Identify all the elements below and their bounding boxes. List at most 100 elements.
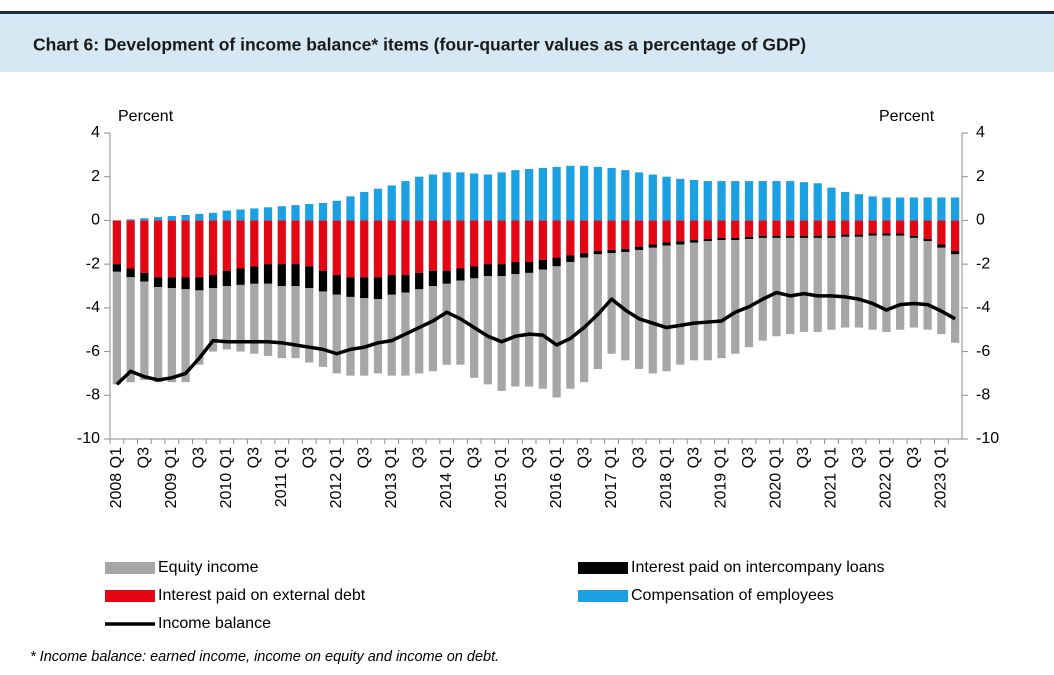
bar-segment	[126, 268, 135, 278]
bar-segment	[511, 170, 520, 221]
bar-segment	[126, 220, 135, 269]
bar-segment	[263, 283, 273, 356]
y-tick-label: -6	[86, 343, 100, 360]
bar-segment	[882, 235, 891, 332]
bar-segment	[648, 220, 657, 245]
bar-segment	[854, 236, 864, 328]
legend-swatch	[578, 562, 628, 574]
x-tick-label: 2014 Q1	[438, 447, 455, 508]
bar-segment	[827, 187, 836, 221]
bar-segment	[277, 264, 286, 286]
bar-segment	[758, 181, 767, 221]
bar-segment	[799, 237, 809, 332]
y2-tick-label: 4	[976, 124, 985, 141]
bar-segment	[497, 172, 506, 221]
y-tick-label: -8	[86, 387, 100, 404]
bar-segment	[579, 165, 589, 221]
bar-segment	[291, 205, 300, 221]
bar-segment	[703, 181, 712, 221]
bar-segment	[112, 264, 121, 272]
bar-segment	[621, 252, 630, 361]
bar-segment	[525, 169, 534, 221]
bar-segment	[854, 194, 864, 221]
x-tick-label: 2020 Q1	[768, 447, 785, 508]
bar-segment	[854, 234, 864, 237]
bar-segment	[318, 270, 328, 292]
bar-segment	[291, 286, 300, 359]
bar-segment	[250, 266, 259, 284]
bar-segment	[153, 277, 163, 288]
bar-segment	[442, 283, 451, 365]
x-tick-label: 2017 Q1	[603, 447, 620, 508]
bar-segment	[250, 208, 259, 221]
bar-segment	[951, 251, 960, 255]
bar-segment	[208, 288, 218, 352]
x-tick-label: 2010 Q1	[218, 447, 235, 508]
bar-segment	[291, 220, 300, 265]
bar-segment	[305, 266, 314, 289]
y-tick-label: 4	[91, 124, 100, 141]
bar-segment	[222, 220, 231, 271]
bar-segment	[318, 291, 328, 367]
bar-segment	[937, 220, 946, 245]
bar-segment	[332, 200, 341, 221]
bar-segment	[525, 272, 534, 387]
bar-segment	[662, 220, 671, 243]
bar-segment	[222, 270, 231, 286]
x-tick-label: 2008 Q1	[108, 447, 125, 508]
bar-segment	[566, 165, 575, 221]
bar-segment	[195, 213, 204, 221]
y2-tick-label: -4	[976, 299, 990, 316]
bar-segment	[332, 220, 341, 276]
y2-axis-label: Percent	[879, 108, 935, 125]
y2-tick-label: -8	[976, 387, 990, 404]
x-tick-label: 2013 Q1	[383, 447, 400, 508]
chart-title: Chart 6: Development of income balance* …	[33, 35, 806, 55]
bar-segment	[552, 257, 561, 267]
bar-segment	[483, 276, 493, 385]
bar-segment	[909, 235, 919, 238]
bar-segment	[538, 220, 547, 260]
bar-segment	[744, 220, 754, 237]
bar-segment	[538, 269, 547, 389]
bar-segment	[373, 188, 383, 221]
bar-segment	[634, 249, 644, 370]
bar-segment	[662, 176, 671, 221]
bar-segment	[250, 220, 259, 267]
x-tick-label: Q3	[630, 447, 647, 468]
bar-segment	[923, 197, 932, 221]
bar-segment	[153, 287, 163, 383]
bar-segment	[346, 220, 355, 278]
bar-segment	[318, 202, 328, 221]
bar-segment	[813, 183, 822, 221]
bar-segment	[552, 266, 561, 398]
x-tick-label: Q3	[905, 447, 922, 468]
bar-segment	[387, 185, 396, 221]
bar-segment	[360, 220, 369, 278]
bar-segment	[621, 220, 630, 249]
bar-segment	[112, 220, 121, 265]
bar-segment	[662, 242, 671, 246]
legend-swatch	[105, 590, 155, 602]
bar-segment	[525, 220, 534, 262]
bar-segment	[868, 220, 877, 234]
bar-segment	[525, 261, 534, 273]
y-tick-label: 0	[91, 212, 100, 229]
x-tick-label: Q3	[136, 447, 153, 468]
bar-segment	[195, 220, 204, 278]
bar-segment	[373, 299, 383, 374]
bar-segment	[593, 254, 602, 370]
bar-segment	[937, 247, 946, 335]
bar-segment	[415, 272, 424, 290]
bar-segment	[593, 220, 602, 252]
bar-segment	[483, 264, 493, 277]
y2-tick-label: -10	[976, 430, 999, 447]
bar-segment	[909, 237, 919, 328]
bar-segment	[813, 237, 822, 332]
bar-segment	[346, 296, 355, 376]
bar-segment	[634, 220, 644, 247]
bar-segment	[236, 220, 245, 269]
bar-segment	[621, 248, 630, 253]
x-tick-label: Q3	[355, 447, 372, 468]
